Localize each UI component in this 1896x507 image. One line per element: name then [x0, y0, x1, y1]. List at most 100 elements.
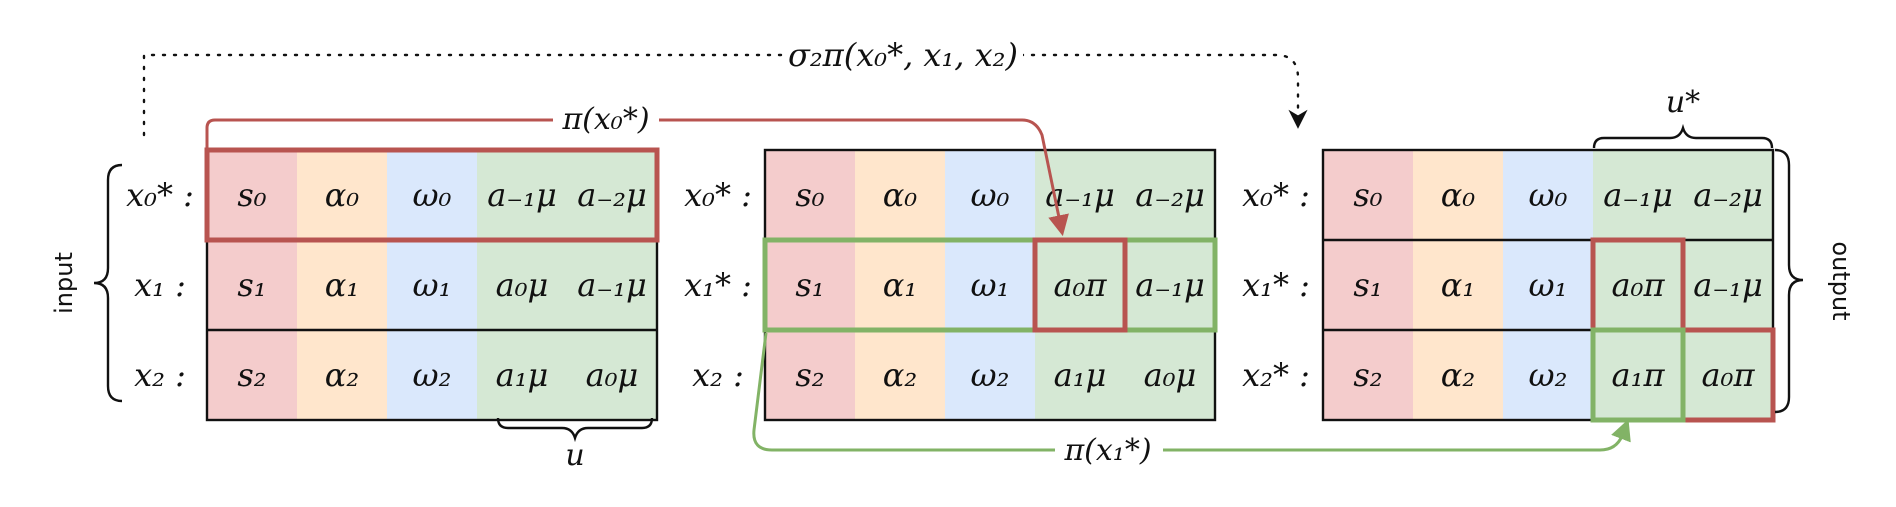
cell-bg [1035, 240, 1125, 330]
cell-value: a₀π [1702, 356, 1756, 394]
pi-x0-label-bg [553, 102, 659, 138]
cell-bg [297, 330, 387, 420]
cell-bg [1683, 150, 1773, 240]
cell-bg [1503, 330, 1593, 420]
cell-bg [945, 240, 1035, 330]
cell-value: ω₁ [413, 266, 452, 304]
cell-bg [945, 330, 1035, 420]
cell-bg [1125, 240, 1215, 330]
cell-bg [1125, 150, 1215, 240]
cell-bg [1125, 330, 1215, 420]
cell-bg [477, 240, 567, 330]
cell-value: s₂ [237, 356, 266, 394]
cell-bg [1683, 240, 1773, 330]
cell-value: ω₀ [1529, 176, 1568, 214]
cell-value: a₀μ [1144, 356, 1197, 394]
cell-bg [1593, 240, 1683, 330]
cell-bg [477, 150, 567, 240]
table-3: x₀* : s₀ α₀ ω₀ a₋₁μ a₋₂μ x₁* : s₁ α₁ ω₁ a₀π a₋₁μ x₂*… [1242, 148, 1775, 422]
cell-bg [765, 150, 855, 240]
cell-highlight-red [1032, 237, 1128, 333]
cell-bg [1413, 150, 1503, 240]
cell-bg [1503, 240, 1593, 330]
cell-bg [1323, 330, 1413, 420]
cell-value: α₀ [325, 176, 360, 214]
cell-value: α₁ [325, 266, 359, 304]
table-1: x₀* : s₀ α₀ ω₀ a₋₁μ a₋₂μ x₁ : s₁ α₁ ω₁ a₀μ a₋₁μ x₂ :… [126, 148, 659, 422]
cell-value: α₁ [1441, 266, 1475, 304]
cell-value: ω₂ [1529, 356, 1568, 394]
cell-bg [387, 150, 477, 240]
cell-bg [207, 150, 297, 240]
cell-value: a₀μ [586, 356, 639, 394]
cell-bg [567, 150, 657, 240]
cell-bg [387, 330, 477, 420]
cell-value: a₋₁μ [1693, 266, 1763, 304]
dotted-arrow [142, 53, 1308, 137]
cell-value: α₀ [1441, 176, 1476, 214]
highlights [204, 147, 1776, 423]
cell-bg [765, 330, 855, 420]
u-star-brace [1592, 123, 1774, 149]
row-label: x₁* : [1242, 266, 1310, 304]
cell-value: s₂ [1353, 356, 1382, 394]
cell-value: s₁ [1353, 266, 1382, 304]
cell-value: a₀π [1612, 266, 1666, 304]
u-star-label: u* [1666, 85, 1700, 120]
cell-value: a₀π [1054, 266, 1108, 304]
cell-value: a₋₂μ [1135, 176, 1205, 214]
cell-value: α₁ [883, 266, 917, 304]
cell-value: a₁μ [496, 356, 549, 394]
cell-highlight-green [1590, 327, 1686, 423]
cell-value: ω₁ [971, 266, 1010, 304]
cell-bg [207, 330, 297, 420]
cell-bg [207, 240, 297, 330]
row-label: x₁* : [684, 266, 752, 304]
cell-value: s₁ [237, 266, 266, 304]
row-label: x₀* : [1242, 176, 1310, 214]
cell-value: s₀ [1353, 176, 1382, 214]
pi-x1-arrow [752, 332, 1631, 452]
row-label: x₀* : [126, 176, 194, 214]
cell-value: α₂ [325, 356, 359, 394]
row-label: x₁ : [134, 266, 186, 304]
cell-value: a₋₁μ [487, 176, 557, 214]
row-label: x₂* : [1242, 356, 1310, 394]
cell-bg [297, 240, 387, 330]
cell-bg [567, 330, 657, 420]
output-label: output [1827, 241, 1855, 320]
row-label: x₂ : [134, 356, 186, 394]
cell-value: s₀ [237, 176, 266, 214]
cell-bg [1593, 330, 1683, 420]
cell-value: a₁π [1612, 356, 1666, 394]
cell-value: a₁μ [1054, 356, 1107, 394]
table-border [1321, 148, 1775, 422]
cell-bg [567, 240, 657, 330]
row-highlight-red [204, 147, 660, 243]
cell-value: a₋₁μ [1603, 176, 1673, 214]
cell-bg [297, 150, 387, 240]
input-label: input [50, 252, 78, 314]
cell-bg [945, 150, 1035, 240]
cell-bg [477, 330, 567, 420]
cell-value: α₂ [1441, 356, 1475, 394]
row-highlight-green [762, 237, 1218, 333]
cell-value: ω₀ [971, 176, 1010, 214]
cell-value: a₋₂μ [577, 176, 647, 214]
cell-bg [1323, 150, 1413, 240]
cell-bg [1503, 150, 1593, 240]
cell-bg [855, 240, 945, 330]
row-label: x₀* : [684, 176, 752, 214]
input-brace [93, 163, 123, 403]
row-label: x₂ : [692, 356, 744, 394]
pi-x1-label: π(x₁*) [1063, 433, 1151, 468]
cell-value: s₂ [795, 356, 824, 394]
u-label: u [565, 438, 584, 473]
dotted-arrow-label-bg [783, 34, 1023, 76]
cell-value: a₀μ [496, 266, 549, 304]
dotted-arrow-label: σ₂π(x₀*, x₁, x₂) [788, 36, 1018, 74]
u-brace [496, 417, 654, 443]
cell-value: a₋₁μ [577, 266, 647, 304]
tables-layer: x₀* : s₀ α₀ ω₀ a₋₁μ a₋₂μ x₁ : s₁ α₁ ω₁ a₀μ a₋₁μ x₂ :… [126, 147, 1776, 423]
